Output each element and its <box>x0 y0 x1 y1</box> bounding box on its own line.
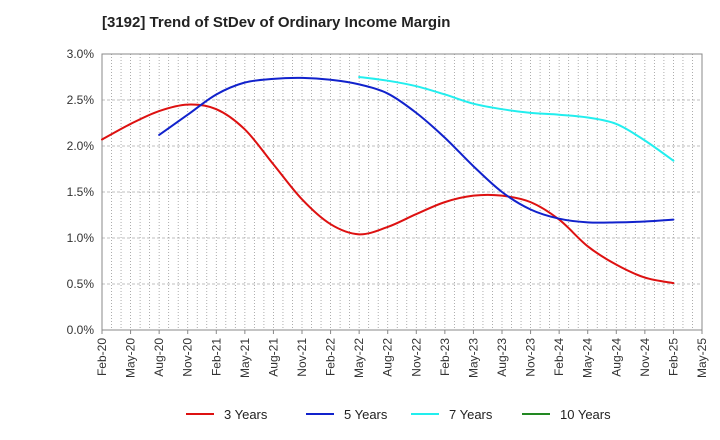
legend-label-10-years: 10 Years <box>560 407 611 422</box>
legend: 3 Years 5 Years 7 Years 10 Years <box>186 407 611 422</box>
x-tick-label: May-23 <box>466 338 480 378</box>
grid-layer <box>102 53 702 330</box>
y-tick-label: 2.5% <box>67 93 95 107</box>
x-tick-label: Feb-22 <box>324 338 338 376</box>
x-tick-label: Aug-22 <box>381 338 395 377</box>
x-tick-label: Feb-24 <box>552 338 566 376</box>
x-tick-label: Nov-21 <box>295 338 309 377</box>
series-line-3-years <box>101 103 675 285</box>
x-tick-label: Aug-23 <box>495 338 509 377</box>
series-line-5-years <box>158 76 675 224</box>
x-tick-label: Nov-23 <box>524 338 538 377</box>
axis-layer: 0.0% 0.5% 1.0% 1.5% 2.0% 2.5% 3.0% Feb-20 May-20… <box>67 47 709 378</box>
chart-title: [3192] Trend of StDev of Ordinary Income… <box>102 14 451 31</box>
series-line-7-years <box>358 76 675 162</box>
x-tick-label: Aug-21 <box>266 338 280 377</box>
series-layer <box>101 76 675 285</box>
legend-label-3-years: 3 Years <box>224 407 268 422</box>
y-tick-label: 0.5% <box>67 277 95 291</box>
x-tick-label: Nov-22 <box>409 338 423 377</box>
plot-frame <box>101 53 703 331</box>
x-tick-label: Feb-23 <box>438 338 452 376</box>
y-tick-label: 1.0% <box>67 231 95 245</box>
x-tick-label: May-21 <box>238 338 252 378</box>
x-tick-label: Aug-24 <box>609 338 623 377</box>
x-tick-label: May-25 <box>695 338 709 378</box>
x-tick-label: Aug-20 <box>152 338 166 377</box>
y-tick-label: 1.5% <box>67 185 95 199</box>
legend-label-7-years: 7 Years <box>449 407 493 422</box>
x-tick-label: Nov-20 <box>181 338 195 377</box>
x-tick-label: Feb-20 <box>95 338 109 376</box>
x-tick-label: May-20 <box>124 338 138 378</box>
y-tick-label: 3.0% <box>67 47 95 61</box>
x-tick-label: Nov-24 <box>638 338 652 377</box>
y-tick-label: 2.0% <box>67 139 95 153</box>
legend-label-5-years: 5 Years <box>344 407 388 422</box>
y-tick-label: 0.0% <box>67 323 95 337</box>
x-tick-label: Feb-21 <box>209 338 223 376</box>
x-tick-label: May-24 <box>581 338 595 378</box>
x-tick-label: Feb-25 <box>666 338 680 376</box>
x-tick-label: May-22 <box>352 338 366 378</box>
